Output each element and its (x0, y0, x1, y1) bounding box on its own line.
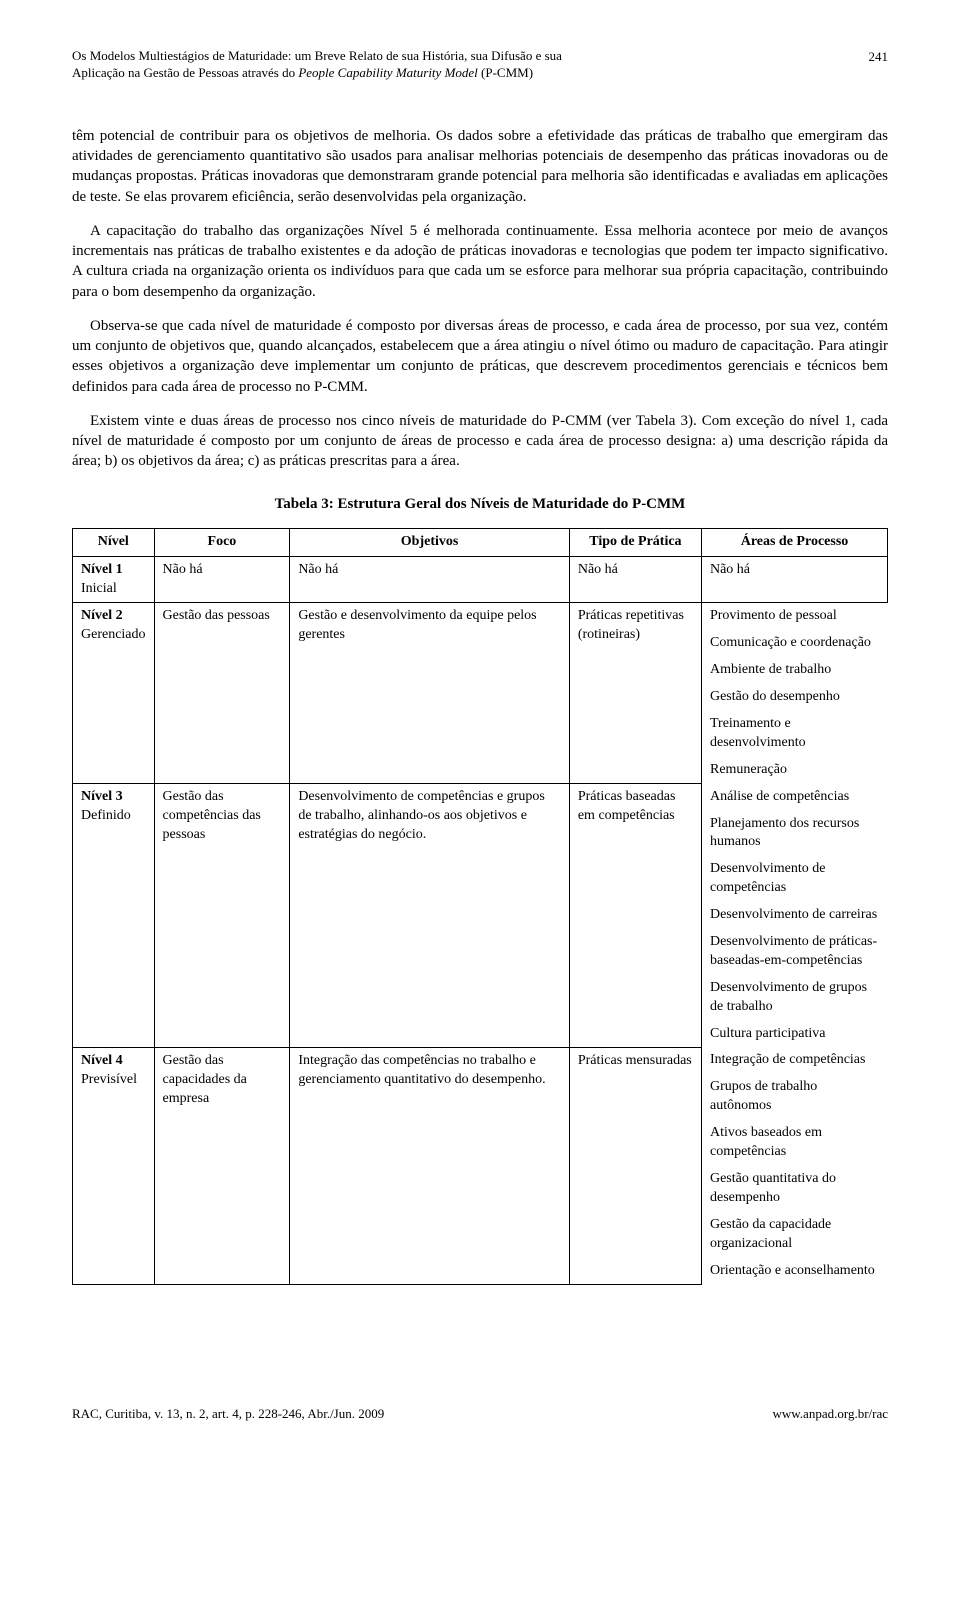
area-item: Treinamento e desenvolvimento (702, 711, 888, 757)
paragraph-1: têm potencial de contribuir para os obje… (72, 126, 888, 207)
paragraph-4: Existem vinte e duas áreas de processo n… (72, 411, 888, 472)
nivel-num: Nível 1 (81, 562, 123, 577)
page-number: 241 (849, 48, 889, 66)
cell-tipo: Práticas mensuradas (569, 1047, 701, 1284)
table-title: Tabela 3: Estrutura Geral dos Níveis de … (72, 494, 888, 514)
cell-nivel: Nível 4 Previsível (73, 1047, 155, 1284)
th-nivel: Nível (73, 528, 155, 556)
area-item: Comunicação e coordenação (702, 630, 888, 657)
th-objetivos: Objetivos (290, 528, 570, 556)
cell-nivel: Nível 2 Gerenciado (73, 603, 155, 784)
areas-inner-table: Integração de competências Grupos de tra… (702, 1047, 888, 1284)
nivel-num: Nível 2 (81, 608, 123, 623)
th-foco: Foco (154, 528, 290, 556)
area-item: Integração de competências (702, 1047, 888, 1074)
area-item: Grupos de trabalho autônomos (702, 1074, 888, 1120)
area-item: Desenvolvimento de carreiras (702, 902, 888, 929)
running-head: Os Modelos Multiestágios de Maturidade: … (72, 48, 888, 82)
cell-foco: Não há (154, 556, 290, 603)
table-header-row: Nível Foco Objetivos Tipo de Prática Áre… (73, 528, 888, 556)
nivel-name: Inicial (81, 581, 117, 596)
cell-tipo: Práticas baseadas em competências (569, 784, 701, 1048)
area-item: Gestão do desempenho (702, 684, 888, 711)
th-tipo: Tipo de Prática (569, 528, 701, 556)
table-row: Nível 3 Definido Gestão das competências… (73, 784, 888, 1048)
cell-objetivos: Desenvolvimento de competências e grupos… (290, 784, 570, 1048)
nivel-name: Previsível (81, 1072, 137, 1087)
cell-foco: Gestão das competências das pessoas (154, 784, 290, 1048)
area-item: Gestão quantitativa do desempenho (702, 1166, 888, 1212)
cell-areas: Provimento de pessoal Comunicação e coor… (701, 603, 887, 784)
maturity-table: Nível Foco Objetivos Tipo de Prática Áre… (72, 528, 888, 1285)
area-item: Planejamento dos recursos humanos (702, 811, 888, 857)
cell-nivel: Nível 3 Definido (73, 784, 155, 1048)
nivel-name: Definido (81, 808, 131, 823)
cell-objetivos: Gestão e desenvolvimento da equipe pelos… (290, 603, 570, 784)
area-item: Desenvolvimento de competências (702, 856, 888, 902)
cell-foco: Gestão das capacidades da empresa (154, 1047, 290, 1284)
running-head-line2: Aplicação na Gestão de Pessoas através d… (72, 65, 533, 80)
table-row: Nível 4 Previsível Gestão das capacidade… (73, 1047, 888, 1284)
nivel-num: Nível 4 (81, 1053, 123, 1068)
cell-foco: Gestão das pessoas (154, 603, 290, 784)
table-row: Nível 1 Inicial Não há Não há Não há Não… (73, 556, 888, 603)
th-areas: Áreas de Processo (701, 528, 887, 556)
areas-inner-table: Provimento de pessoal Comunicação e coor… (702, 603, 888, 783)
areas-inner-table: Análise de competências Planejamento dos… (702, 784, 888, 1048)
page-footer: RAC, Curitiba, v. 13, n. 2, art. 4, p. 2… (72, 1405, 888, 1423)
area-item: Orientação e aconselhamento (702, 1258, 888, 1285)
cell-areas: Integração de competências Grupos de tra… (701, 1047, 887, 1284)
area-item: Gestão da capacidade organizacional (702, 1212, 888, 1258)
area-item: Cultura participativa (702, 1021, 888, 1048)
cell-objetivos: Integração das competências no trabalho … (290, 1047, 570, 1284)
area-item: Análise de competências (702, 784, 888, 811)
footer-left: RAC, Curitiba, v. 13, n. 2, art. 4, p. 2… (72, 1405, 384, 1423)
running-head-title: Os Modelos Multiestágios de Maturidade: … (72, 48, 562, 82)
paragraph-2: A capacitação do trabalho das organizaçõ… (72, 221, 888, 302)
footer-right: www.anpad.org.br/rac (772, 1405, 888, 1423)
cell-tipo: Práticas repetitivas (rotineiras) (569, 603, 701, 784)
table-row: Nível 2 Gerenciado Gestão das pessoas Ge… (73, 603, 888, 784)
area-item: Remuneração (702, 757, 888, 784)
nivel-num: Nível 3 (81, 789, 123, 804)
area-item: Desenvolvimento de grupos de trabalho (702, 975, 888, 1021)
nivel-name: Gerenciado (81, 627, 146, 642)
area-item: Ambiente de trabalho (702, 657, 888, 684)
cell-objetivos: Não há (290, 556, 570, 603)
paragraph-3: Observa-se que cada nível de maturidade … (72, 316, 888, 397)
cell-areas: Não há (701, 556, 887, 603)
area-item: Desenvolvimento de práticas-baseadas-em-… (702, 929, 888, 975)
cell-areas: Análise de competências Planejamento dos… (701, 784, 887, 1048)
cell-tipo: Não há (569, 556, 701, 603)
running-head-line1: Os Modelos Multiestágios de Maturidade: … (72, 48, 562, 63)
cell-nivel: Nível 1 Inicial (73, 556, 155, 603)
area-item: Ativos baseados em competências (702, 1120, 888, 1166)
area-item: Provimento de pessoal (702, 603, 888, 630)
